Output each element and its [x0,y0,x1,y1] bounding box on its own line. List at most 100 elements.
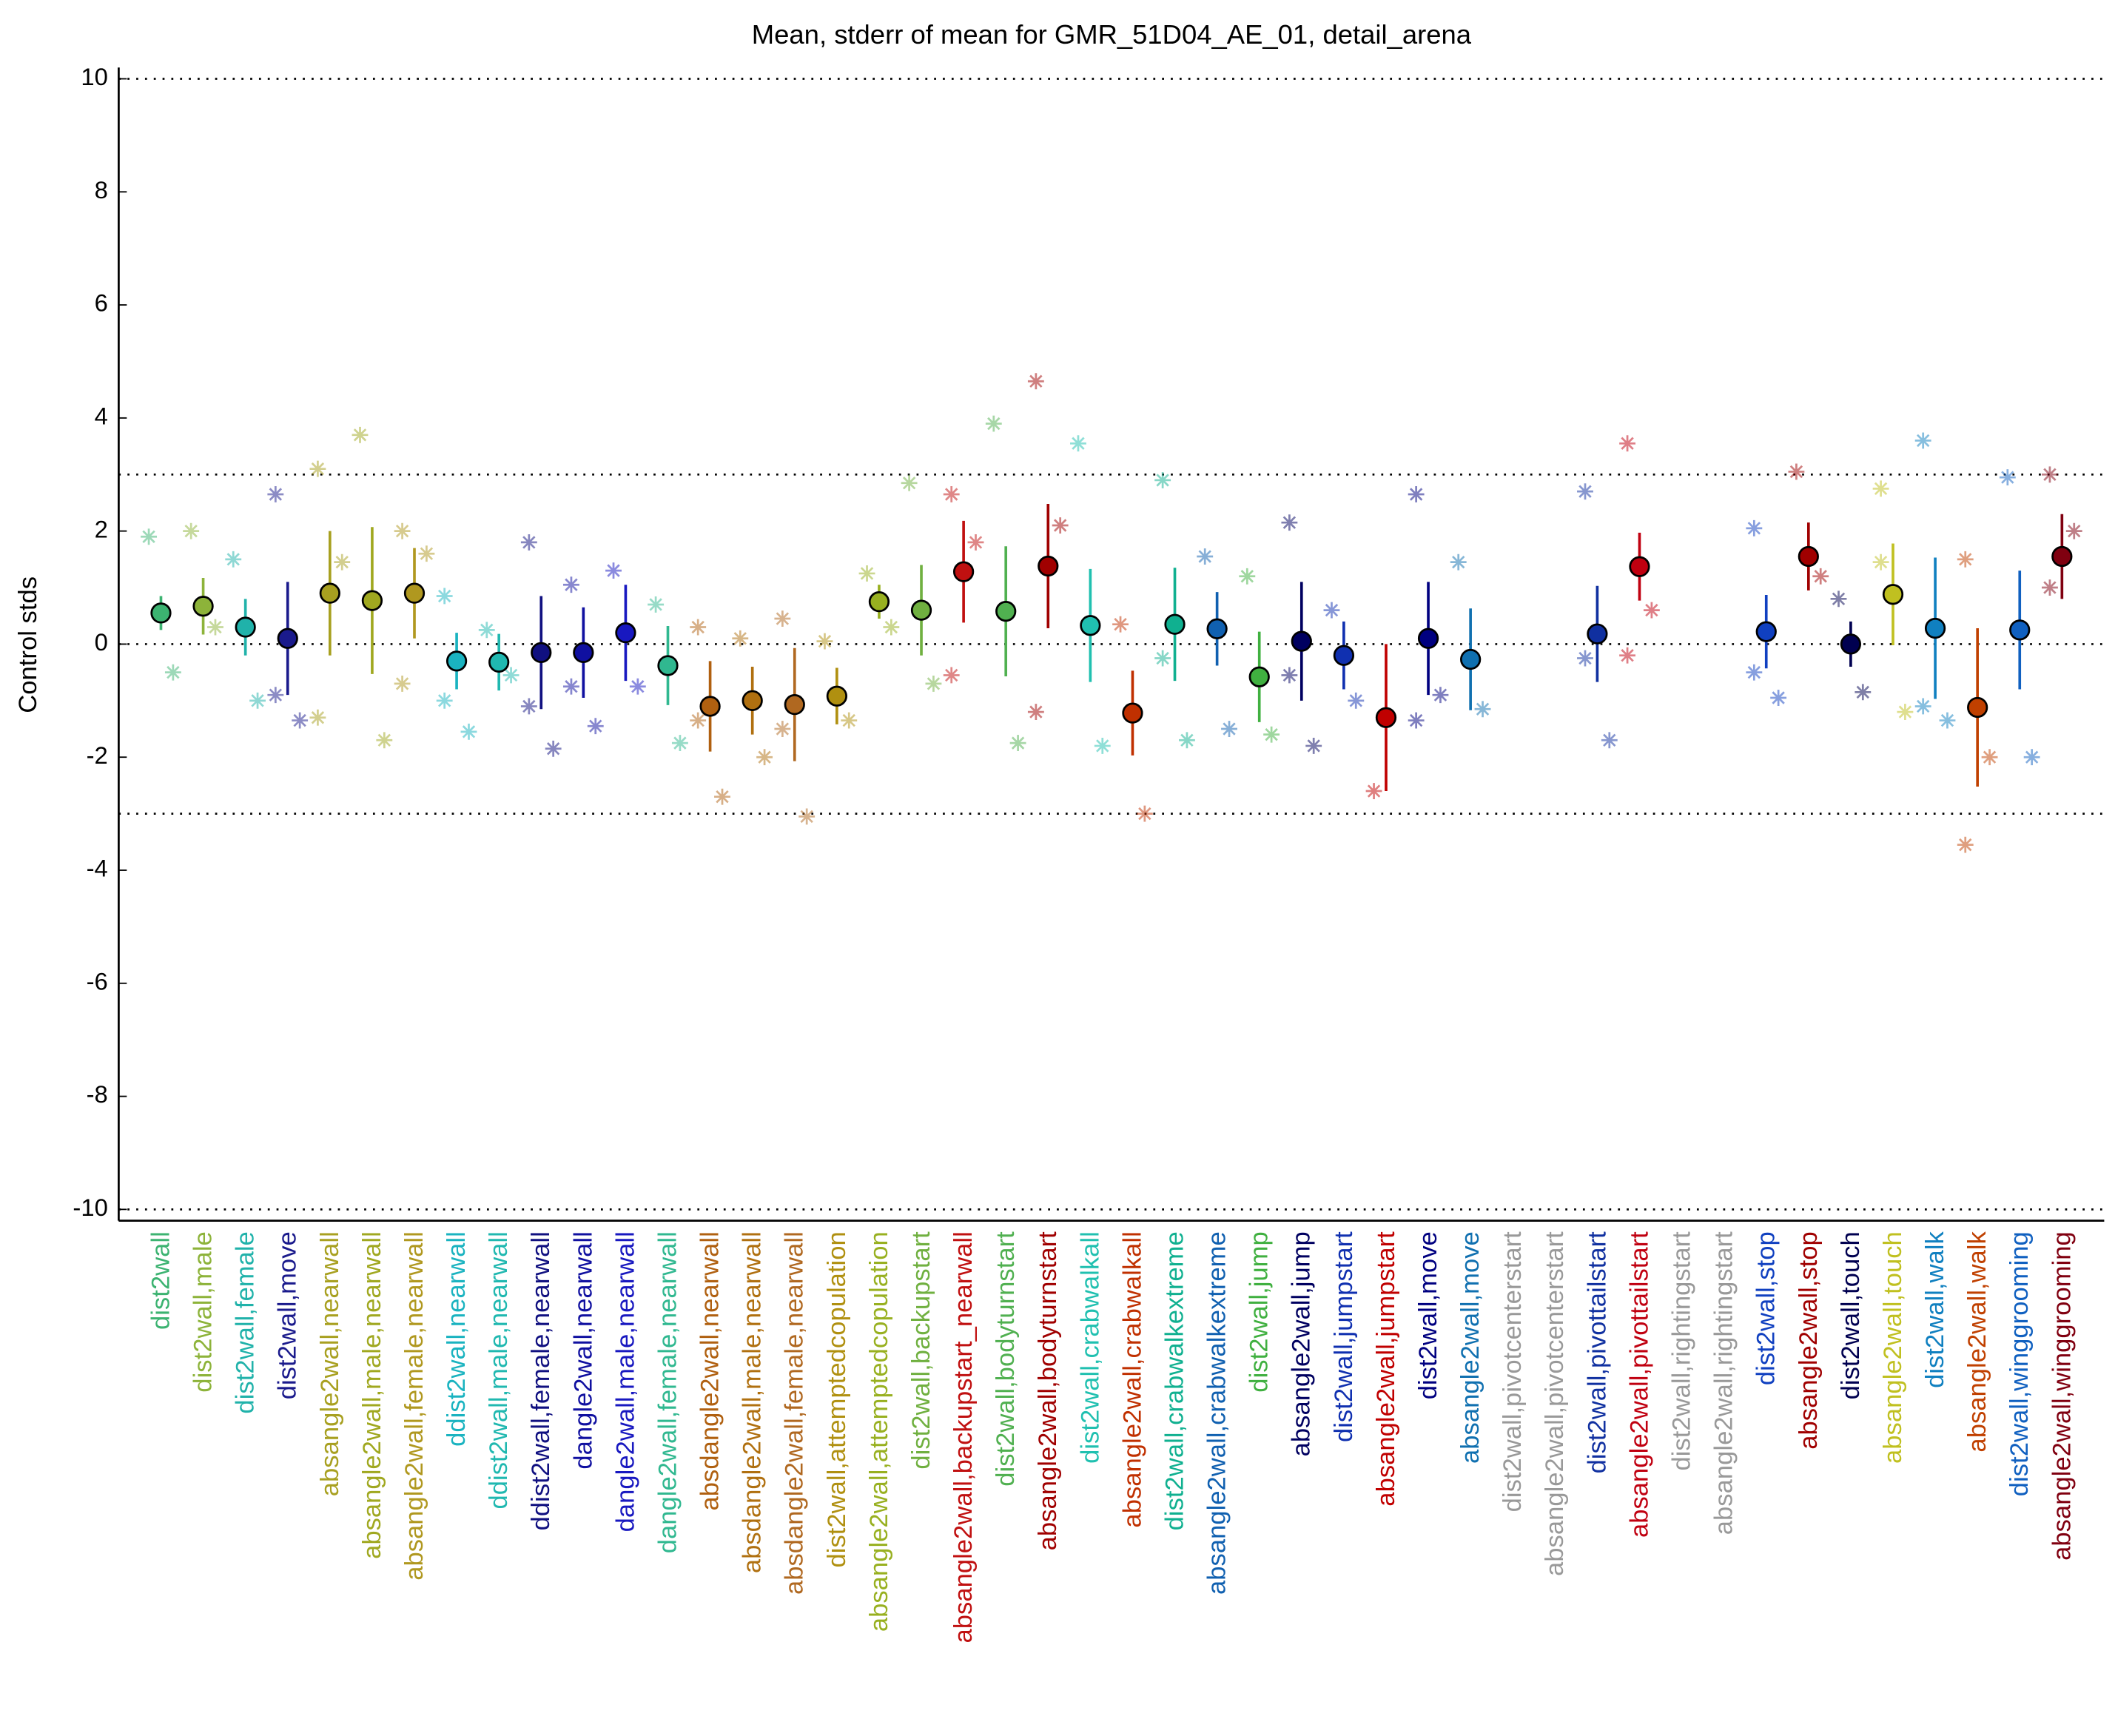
mean-marker [995,600,1017,622]
y-tick-label: 10 [81,63,107,90]
individual-star [798,808,816,825]
y-tick-label: -2 [87,741,108,769]
individual-star [1281,667,1298,684]
individual-star [1027,704,1044,721]
x-tick-label: dist2wall,walk [1921,1231,1949,1388]
individual-star [732,630,749,647]
mean-marker [742,690,763,711]
x-tick-label: absangle2wall,crabwalkall [1118,1231,1146,1527]
y-tick-label: -4 [87,855,108,882]
x-tick-label: absangle2wall,female,nearwall [400,1231,428,1581]
x-tick-label: absangle2wall,stop [1795,1231,1823,1450]
y-axis-label: Control stds [14,576,42,713]
mean-marker [1291,630,1312,652]
mean-marker [445,650,468,672]
individual-star [1981,749,1998,766]
mean-marker [699,696,721,717]
x-tick-label: dist2wall,jumpstart [1330,1231,1358,1442]
mean-marker [826,685,847,707]
individual-star [502,667,519,684]
mean-marker [1460,648,1482,670]
x-tick-label: dist2wall,stop [1752,1231,1781,1385]
x-tick-label: dist2wall,pivotcenterstart [1499,1231,1527,1512]
mean-marker [910,599,932,621]
x-tick-label: absangle2wall,winggrooming [2048,1231,2076,1561]
mean-marker [319,582,340,604]
individual-star [267,486,284,502]
individual-star [1408,486,1425,502]
x-tick-label: ddist2wall,nearwall [443,1231,471,1447]
x-tick-label: dist2wall,male [189,1231,218,1392]
individual-star [774,610,791,627]
individual-star [478,622,495,639]
individual-star [671,735,688,752]
mean-marker [1038,555,1059,577]
individual-star [1746,664,1763,681]
x-tick-label: absangle2wall,jump [1288,1231,1316,1456]
individual-star [418,545,435,562]
x-tick-label: dangle2wall,nearwall [569,1231,597,1469]
x-tick-label: absangle2wall,pivottailstart [1625,1231,1653,1538]
mean-marker [488,651,510,673]
individual-star [334,554,351,571]
individual-star [207,619,223,636]
x-tick-label: dist2wall,female [232,1231,260,1413]
individual-star [1577,650,1593,667]
mean-marker [1882,584,1904,605]
individual-star [1619,435,1636,452]
individual-star [605,562,622,579]
individual-star [1070,435,1086,452]
individual-star [1939,712,1956,729]
individual-star [141,528,158,545]
x-tick-label: absangle2wall,walk [1963,1231,1991,1453]
mean-marker [952,561,975,582]
individual-star [1770,690,1787,706]
individual-star [816,633,833,650]
individual-star [1239,568,1256,585]
individual-star [756,749,773,766]
y-tick-label: 2 [95,515,108,542]
individual-star [1450,554,1467,571]
x-tick-label: dist2wall [147,1231,175,1330]
x-tick-label: absdangle2wall,female,nearwall [781,1231,809,1595]
individual-star [562,576,579,593]
individual-star [309,709,326,726]
individual-star [1746,519,1763,536]
mean-marker [1164,613,1186,635]
individual-star [841,712,858,729]
individual-star [183,522,200,539]
individual-star [562,678,579,695]
y-tick-label: 6 [95,289,108,317]
x-tick-label: absangle2wall,jumpstart [1372,1231,1400,1507]
chart-title: Mean, stderr of mean for GMR_51D04_AE_01… [752,19,1472,50]
individual-star [1957,551,1974,568]
individual-star [1154,650,1171,667]
individual-star [1136,805,1153,822]
individual-star [858,565,875,582]
x-tick-label: absangle2wall,crabwalkextreme [1203,1231,1231,1595]
mean-marker [1248,666,1270,687]
x-tick-label: absangle2wall,backupstart_nearwall [949,1231,978,1643]
individual-star [1830,591,1847,608]
individual-star [520,698,537,715]
individual-star [774,721,791,737]
individual-star [1957,836,1974,853]
individual-star [1348,692,1365,709]
x-tick-label: absangle2wall,nearwall [316,1231,344,1496]
x-tick-label: dangle2wall,male,nearwall [611,1231,639,1532]
individual-star [967,534,984,551]
individual-star [883,619,900,636]
y-tick-label: -10 [73,1194,107,1221]
individual-star [690,712,707,729]
individual-star [1788,463,1805,480]
individual-star [1154,471,1171,488]
mean-marker [657,655,679,676]
individual-star [394,522,411,539]
individual-star [292,712,309,729]
individual-star [901,474,918,491]
individual-star [267,687,284,704]
individual-star [1619,647,1636,664]
individual-star [1323,602,1340,619]
mean-marker [1798,545,1819,568]
individual-star [2041,579,2058,596]
